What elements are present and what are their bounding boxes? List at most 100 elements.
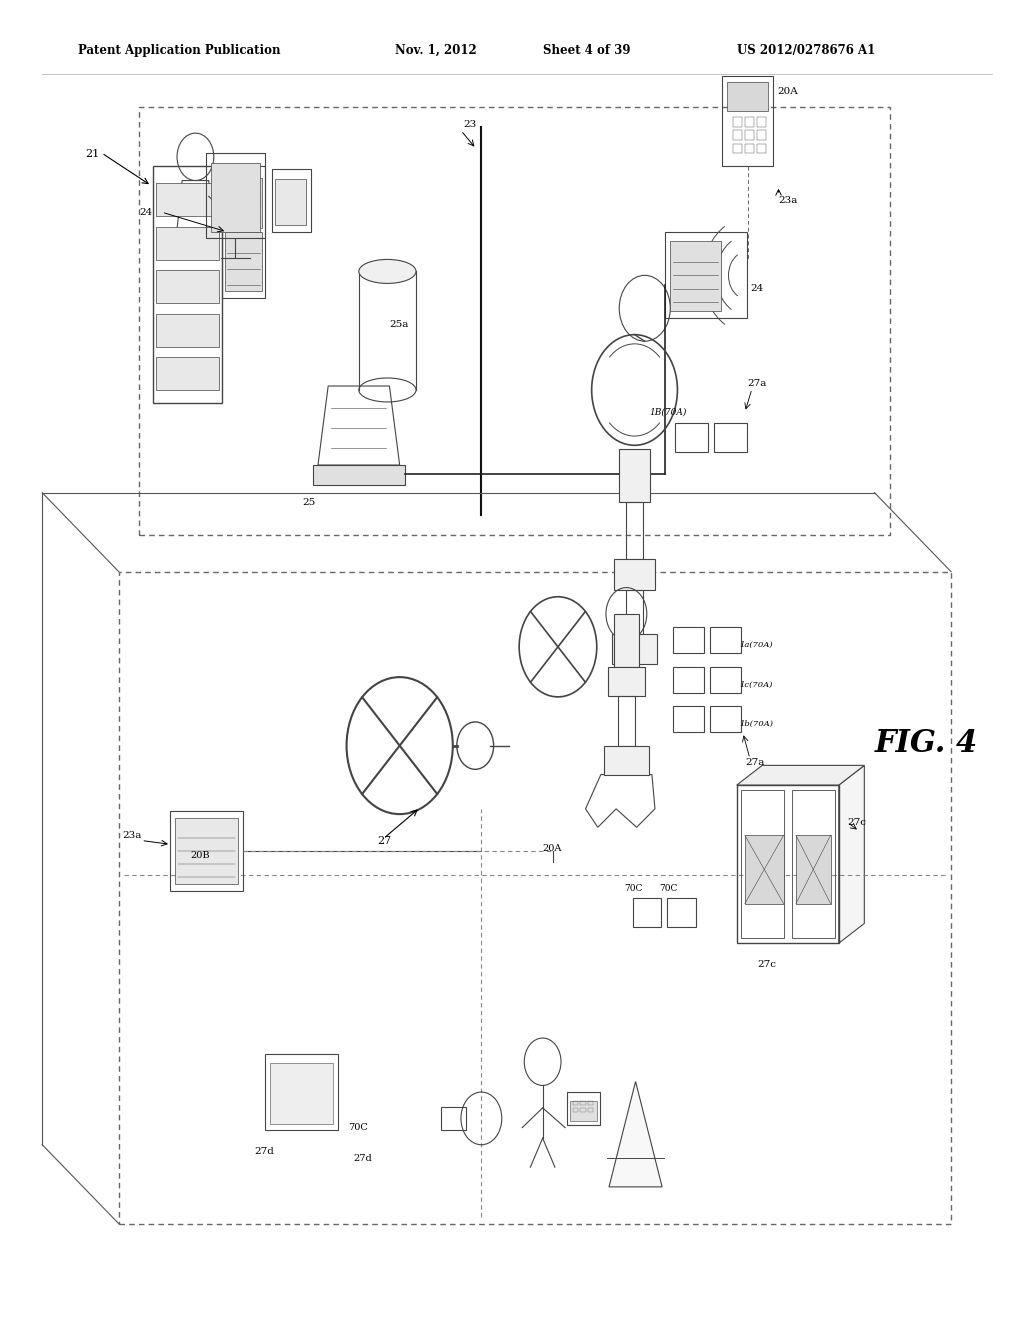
Text: 27d: 27d bbox=[255, 1147, 274, 1156]
Polygon shape bbox=[839, 766, 864, 944]
Bar bbox=[633, 899, 662, 928]
Bar bbox=[272, 169, 311, 232]
Text: Sheet 4 of 39: Sheet 4 of 39 bbox=[543, 44, 630, 57]
Bar bbox=[722, 77, 773, 166]
Bar bbox=[618, 696, 635, 746]
Bar bbox=[156, 356, 219, 389]
Text: 27a: 27a bbox=[744, 759, 764, 767]
Bar bbox=[671, 242, 721, 312]
Bar bbox=[674, 627, 703, 653]
Text: 20A: 20A bbox=[543, 843, 562, 853]
Bar bbox=[265, 1053, 338, 1130]
Text: 1B(70A): 1B(70A) bbox=[650, 408, 687, 417]
Bar bbox=[211, 164, 260, 232]
Bar bbox=[744, 836, 783, 904]
Bar bbox=[627, 502, 643, 558]
Bar bbox=[588, 1101, 593, 1105]
Bar bbox=[119, 572, 951, 1224]
Bar bbox=[588, 1107, 593, 1111]
Bar bbox=[796, 836, 830, 904]
Bar bbox=[614, 614, 639, 667]
Ellipse shape bbox=[358, 260, 416, 284]
Text: 27: 27 bbox=[377, 837, 391, 846]
Bar bbox=[206, 153, 265, 239]
Text: 24: 24 bbox=[139, 207, 153, 216]
Bar bbox=[275, 180, 306, 226]
Bar bbox=[732, 131, 741, 140]
Bar bbox=[573, 1101, 579, 1105]
Bar bbox=[668, 899, 696, 928]
Text: 70C: 70C bbox=[625, 883, 643, 892]
Bar bbox=[139, 107, 890, 535]
Bar bbox=[175, 818, 239, 884]
Bar bbox=[570, 1101, 597, 1121]
Bar bbox=[156, 314, 219, 347]
Bar bbox=[727, 82, 768, 111]
Bar bbox=[612, 634, 657, 664]
Bar bbox=[225, 178, 262, 228]
Bar bbox=[744, 117, 754, 127]
Bar bbox=[604, 746, 649, 775]
Text: 1b(70A): 1b(70A) bbox=[739, 719, 774, 727]
Text: 25: 25 bbox=[303, 498, 315, 507]
Bar bbox=[313, 465, 404, 484]
Bar bbox=[674, 667, 703, 693]
Polygon shape bbox=[609, 1081, 663, 1187]
Bar bbox=[620, 449, 650, 502]
Text: 70C: 70C bbox=[659, 883, 678, 892]
Bar bbox=[156, 183, 219, 216]
Text: 25a: 25a bbox=[389, 319, 409, 329]
Bar bbox=[153, 166, 222, 403]
Bar bbox=[757, 131, 766, 140]
Text: 20A: 20A bbox=[777, 87, 799, 95]
Bar bbox=[757, 144, 766, 153]
Polygon shape bbox=[736, 766, 864, 785]
Text: 1a(70A): 1a(70A) bbox=[739, 640, 773, 649]
Text: 1c(70A): 1c(70A) bbox=[739, 680, 773, 688]
Text: 70C: 70C bbox=[348, 1123, 369, 1133]
Bar bbox=[156, 227, 219, 260]
Bar bbox=[222, 166, 265, 298]
Bar bbox=[710, 627, 740, 653]
Bar bbox=[710, 706, 740, 733]
Bar bbox=[710, 667, 740, 693]
Bar bbox=[225, 232, 262, 292]
Bar bbox=[614, 558, 655, 590]
Bar bbox=[666, 232, 746, 318]
Text: 27c: 27c bbox=[757, 960, 776, 969]
Text: US 2012/0278676 A1: US 2012/0278676 A1 bbox=[736, 44, 874, 57]
Bar bbox=[170, 812, 244, 891]
Bar bbox=[757, 117, 766, 127]
Bar bbox=[573, 1107, 579, 1111]
Bar bbox=[270, 1063, 333, 1123]
Bar bbox=[744, 144, 754, 153]
Bar bbox=[792, 791, 835, 939]
Text: 24: 24 bbox=[750, 284, 763, 293]
Bar bbox=[627, 590, 643, 634]
Text: 23a: 23a bbox=[778, 195, 798, 205]
Text: Patent Application Publication: Patent Application Publication bbox=[78, 44, 281, 57]
Text: 23: 23 bbox=[463, 120, 476, 128]
Bar bbox=[581, 1107, 586, 1111]
Text: 27d: 27d bbox=[353, 1154, 373, 1163]
Bar bbox=[674, 706, 703, 733]
Bar bbox=[740, 791, 783, 939]
Text: Nov. 1, 2012: Nov. 1, 2012 bbox=[394, 44, 476, 57]
Text: 27a: 27a bbox=[746, 379, 766, 388]
Text: 27c: 27c bbox=[847, 817, 866, 826]
Text: FIG. 4: FIG. 4 bbox=[874, 729, 978, 759]
Bar bbox=[676, 422, 708, 451]
Text: 21: 21 bbox=[85, 149, 99, 158]
Bar bbox=[732, 117, 741, 127]
Bar bbox=[744, 131, 754, 140]
Bar bbox=[581, 1101, 586, 1105]
Bar bbox=[608, 667, 645, 696]
Bar bbox=[156, 271, 219, 304]
Bar bbox=[440, 1106, 466, 1130]
Bar bbox=[567, 1092, 600, 1125]
Bar bbox=[736, 785, 839, 944]
Text: 20B: 20B bbox=[190, 850, 210, 859]
Text: 23a: 23a bbox=[122, 830, 141, 840]
Bar bbox=[732, 144, 741, 153]
Bar bbox=[714, 422, 746, 451]
